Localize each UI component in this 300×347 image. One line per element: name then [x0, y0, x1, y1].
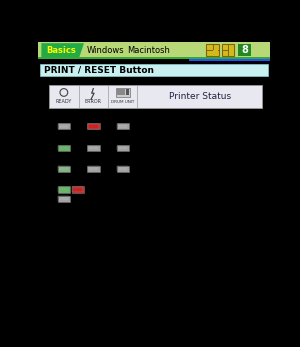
FancyBboxPatch shape [49, 85, 262, 108]
FancyBboxPatch shape [58, 123, 70, 129]
Text: PRINT / RESET Button: PRINT / RESET Button [44, 66, 154, 75]
FancyBboxPatch shape [58, 145, 70, 151]
FancyBboxPatch shape [223, 45, 228, 50]
FancyBboxPatch shape [126, 90, 129, 95]
FancyBboxPatch shape [40, 64, 268, 76]
Polygon shape [128, 43, 169, 57]
Polygon shape [41, 43, 84, 57]
Text: READY: READY [56, 99, 72, 104]
Text: 8: 8 [241, 45, 248, 55]
FancyBboxPatch shape [38, 42, 270, 59]
FancyBboxPatch shape [116, 166, 129, 172]
FancyBboxPatch shape [87, 123, 100, 129]
FancyBboxPatch shape [58, 186, 70, 193]
FancyBboxPatch shape [58, 166, 70, 172]
FancyBboxPatch shape [117, 90, 125, 95]
FancyBboxPatch shape [87, 166, 100, 172]
FancyBboxPatch shape [238, 44, 250, 56]
Text: Macintosh: Macintosh [127, 45, 170, 54]
FancyBboxPatch shape [116, 145, 129, 151]
FancyBboxPatch shape [229, 51, 234, 56]
FancyBboxPatch shape [116, 123, 129, 129]
FancyBboxPatch shape [87, 145, 100, 151]
FancyBboxPatch shape [38, 57, 270, 59]
FancyBboxPatch shape [58, 196, 70, 202]
FancyBboxPatch shape [206, 44, 219, 56]
Text: Basics: Basics [46, 45, 76, 54]
FancyBboxPatch shape [222, 44, 234, 56]
Text: DRUM UNIT: DRUM UNIT [111, 100, 134, 104]
FancyBboxPatch shape [116, 88, 130, 97]
FancyBboxPatch shape [207, 45, 212, 50]
Text: ERROR: ERROR [85, 99, 102, 104]
Text: Windows: Windows [87, 45, 124, 54]
Text: Printer Status: Printer Status [169, 92, 231, 101]
FancyBboxPatch shape [72, 186, 84, 193]
FancyBboxPatch shape [189, 59, 270, 61]
Polygon shape [85, 43, 125, 57]
FancyBboxPatch shape [213, 51, 218, 56]
